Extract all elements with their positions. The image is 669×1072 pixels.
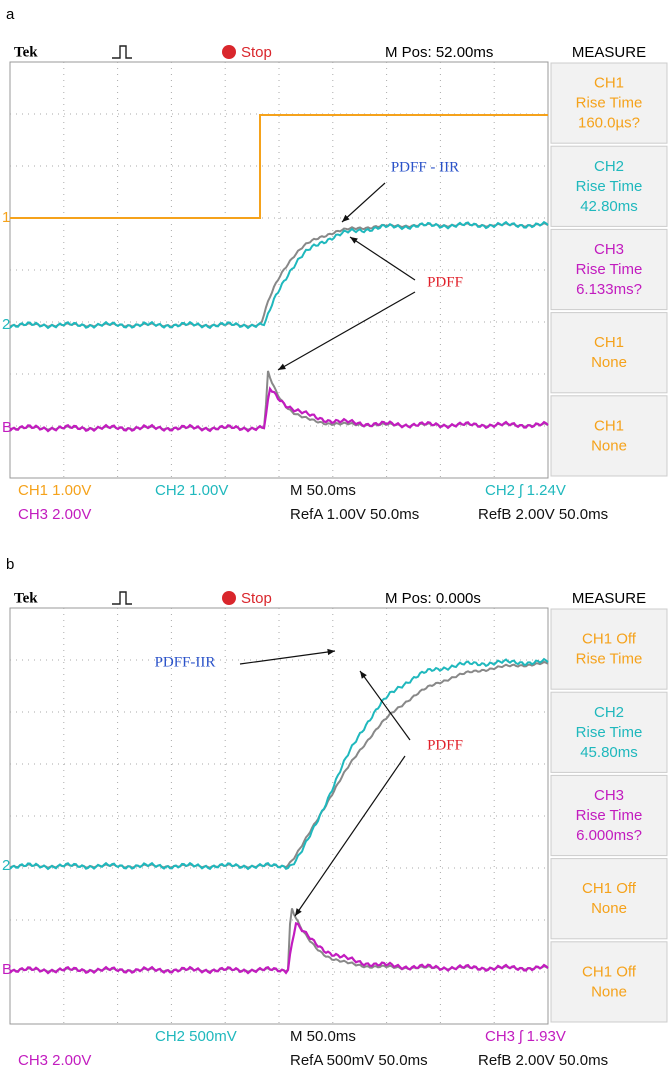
brand: Tek: [14, 44, 38, 60]
channel-marker: B: [2, 961, 12, 978]
status: Stop: [241, 44, 272, 61]
trigger-icon: [112, 592, 132, 604]
graticule: [10, 608, 548, 1024]
measure-text: CH3: [594, 241, 624, 258]
measure-box: [551, 313, 667, 393]
measure-text: CH1: [594, 334, 624, 351]
measure-text: Rise Time: [576, 807, 643, 824]
footer-text: CH3 2.00V: [18, 506, 91, 523]
annotation: PDFF-IIR: [155, 654, 216, 670]
footer-text: RefA 500mV 50.0ms: [290, 1052, 428, 1069]
channel-marker: 1: [2, 209, 10, 226]
footer-text: M 50.0ms: [290, 482, 356, 499]
measure-text: Rise Time: [576, 261, 643, 278]
menu: MEASURE: [572, 44, 646, 61]
measure-text: CH3: [594, 787, 624, 804]
footer-text: CH1 1.00V: [18, 482, 91, 499]
measure-text: Rise Time: [576, 651, 643, 668]
footer-text: RefB 2.00V 50.0ms: [478, 1052, 608, 1069]
measure-text: CH2: [594, 158, 624, 175]
footer-text: M 50.0ms: [290, 1028, 356, 1045]
measure-text: CH1 Off: [582, 880, 637, 897]
footer-text: CH2 500mV: [155, 1028, 237, 1045]
measure-text: None: [591, 354, 627, 371]
footer-text: RefB 2.00V 50.0ms: [478, 506, 608, 523]
panel-label: a: [6, 6, 15, 23]
measure-box: [551, 942, 667, 1022]
measure-box: [551, 859, 667, 939]
menu: MEASURE: [572, 590, 646, 607]
measure-text: CH1: [594, 417, 624, 434]
measure-text: CH1 Off: [582, 631, 637, 648]
measure-text: None: [591, 437, 627, 454]
measure-text: CH2: [594, 704, 624, 721]
annotation: PDFF: [427, 274, 463, 290]
annotation: PDFF: [427, 737, 463, 753]
channel-marker: 2: [2, 316, 10, 333]
channel-marker: 2: [2, 857, 10, 874]
measure-text: 6.133ms?: [576, 281, 642, 298]
measure-text: 42.80ms: [580, 198, 638, 215]
annotation: PDFF - IIR: [391, 159, 459, 175]
footer-text: CH3 ʃ 1.93V: [485, 1028, 566, 1045]
measure-text: 6.000ms?: [576, 827, 642, 844]
measure-text: 160.0µs?: [578, 115, 640, 132]
measure-text: CH1 Off: [582, 963, 637, 980]
channel-marker: B: [2, 419, 12, 436]
scope-screen: Tek Stop M Pos: 0.000s MEASURE 2 B PDFF-IIR PDF…: [2, 590, 667, 1069]
figure: a Tek Stop M Pos: 52.00ms MEASURE 1 2 B PDFF - I…: [0, 0, 669, 1072]
trigger-icon: [112, 46, 132, 58]
measure-box: [551, 396, 667, 476]
stop-icon: [222, 591, 236, 605]
graticule: [10, 62, 548, 478]
scope-screen: Tek Stop M Pos: 52.00ms MEASURE 1 2 B PDFF - II…: [2, 44, 667, 523]
stop-icon: [222, 45, 236, 59]
footer-text: RefA 1.00V 50.0ms: [290, 506, 419, 523]
measure-text: Rise Time: [576, 724, 643, 741]
measure-text: None: [591, 900, 627, 917]
brand: Tek: [14, 590, 38, 606]
measure-text: 45.80ms: [580, 744, 638, 761]
measure-text: Rise Time: [576, 95, 643, 112]
measure-text: None: [591, 983, 627, 1000]
measure-text: Rise Time: [576, 178, 643, 195]
footer-text: CH2 1.00V: [155, 482, 228, 499]
footer-text: CH3 2.00V: [18, 1052, 91, 1069]
measure-box: [551, 609, 667, 689]
status: Stop: [241, 590, 272, 607]
footer-text: CH2 ʃ 1.24V: [485, 482, 566, 499]
panel-label: b: [6, 556, 14, 573]
position: M Pos: 52.00ms: [385, 44, 493, 61]
position: M Pos: 0.000s: [385, 590, 481, 607]
measure-text: CH1: [594, 75, 624, 92]
